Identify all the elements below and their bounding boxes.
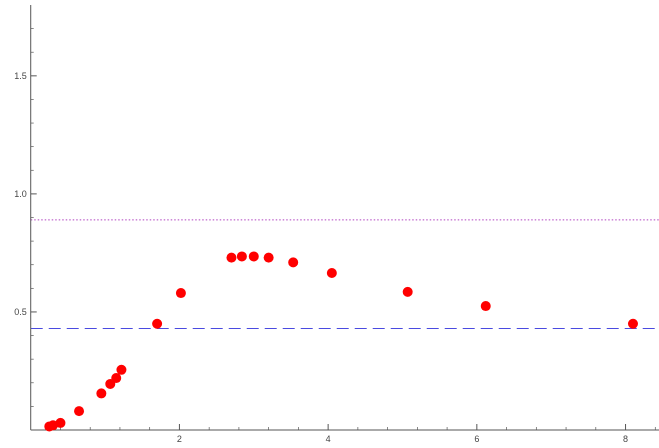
data-point xyxy=(74,406,85,417)
data-point xyxy=(480,301,491,312)
y-tick-label: 1.5 xyxy=(14,71,27,81)
data-point xyxy=(263,252,274,263)
y-tick-label: 0.5 xyxy=(14,307,27,317)
data-point xyxy=(402,286,413,297)
x-tick-label: 8 xyxy=(623,434,628,444)
data-point xyxy=(326,267,337,278)
data-point xyxy=(175,288,186,299)
axes: 2 4 6 8 0.5 1.0 1.5 xyxy=(14,5,659,444)
data-point xyxy=(226,252,237,263)
data-point xyxy=(236,251,247,262)
x-tick-label: 6 xyxy=(474,434,479,444)
data-point xyxy=(116,364,127,375)
data-points xyxy=(44,251,638,432)
x-tick-label: 2 xyxy=(177,434,182,444)
data-point xyxy=(111,373,122,384)
x-tick-label: 4 xyxy=(326,434,331,444)
data-point xyxy=(55,417,66,428)
data-point xyxy=(248,251,259,262)
data-point xyxy=(152,318,163,329)
y-tick-label: 1.0 xyxy=(14,189,27,199)
data-point xyxy=(288,257,299,268)
reference-lines xyxy=(30,219,659,329)
data-point xyxy=(627,318,638,329)
data-point xyxy=(96,388,107,399)
